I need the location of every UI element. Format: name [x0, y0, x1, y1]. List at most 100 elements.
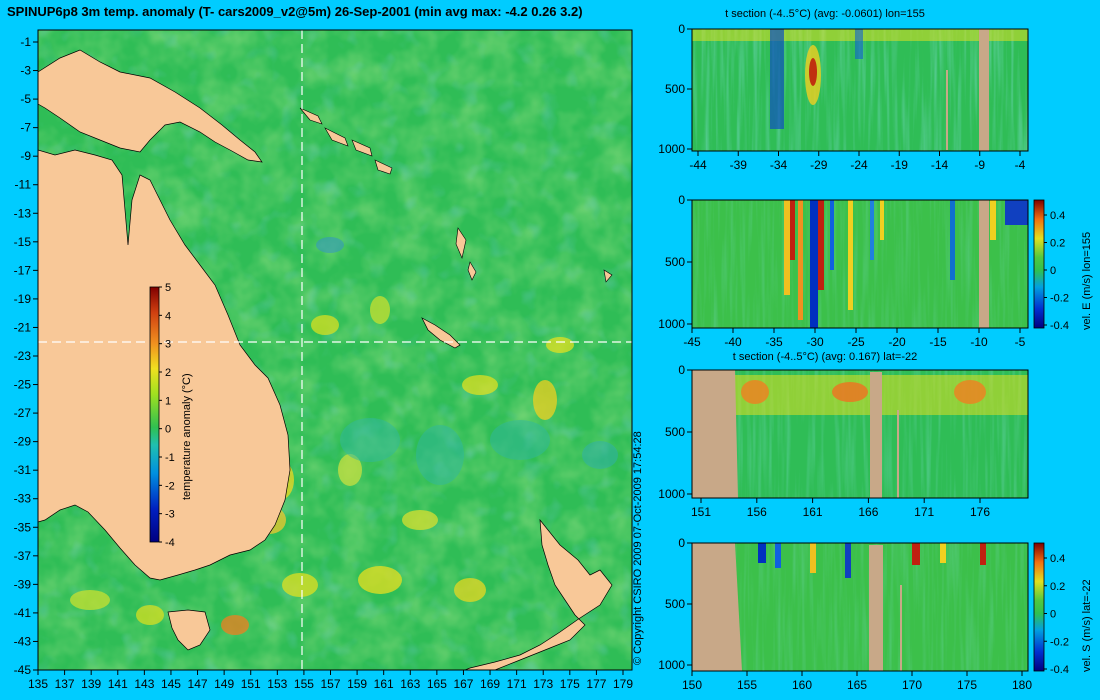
panel1-x-tick-label: -14	[931, 158, 949, 172]
map-colorbar-tick-label: 3	[165, 339, 171, 351]
panel2-x-tick-label: -35	[765, 335, 783, 349]
panel2-colorbar-tick-label: -0.4	[1050, 320, 1069, 332]
panel1-x-tick-label: -4	[1015, 158, 1026, 172]
map-x-tick-label: 141	[108, 677, 128, 691]
panel1-x-tick-label: -29	[810, 158, 828, 172]
map-x-tick-label: 155	[294, 677, 314, 691]
panel4-y-tick-label: 500	[665, 597, 685, 611]
new-guinea-land	[38, 49, 263, 163]
map-plot-area	[38, 30, 632, 670]
panel1-y-tick-label: 1000	[658, 142, 685, 156]
panel2-colorbar-tick-label: 0.2	[1050, 238, 1065, 250]
panel4-x-tick-label: 180	[1012, 678, 1032, 692]
map-y-tick-label: -41	[14, 606, 32, 620]
map-x-tick-label: 159	[347, 677, 367, 691]
map-x-tick-label: 177	[586, 677, 606, 691]
panel2-x-tick-label: -20	[888, 335, 906, 349]
map-y-tick-label: -39	[14, 577, 32, 591]
panel2-colorbar-tick-label: 0.4	[1050, 210, 1065, 222]
map-x-tick-label: 153	[267, 677, 287, 691]
panel2-colorbar-tick-label: 0	[1050, 265, 1056, 277]
map-y-tick-label: -21	[14, 320, 32, 334]
panel4-x-tick-label: 150	[682, 678, 702, 692]
panel3-y-tick-label: 0	[678, 363, 685, 377]
panel1-x-axis: -44 -39 -34 -29 -24 -19 -14 -9 -4	[689, 151, 1026, 172]
panel1-y-tick-label: 500	[665, 82, 685, 96]
map-colorbar-tick-label: 2	[165, 367, 171, 379]
pacific-islands	[299, 107, 613, 283]
map-x-tick-label: 137	[55, 677, 75, 691]
map-colorbar-tick-label: 1	[165, 395, 171, 407]
map-y-axis: -1 -3 -5 -7 -9 -11 -13 -15 -17 -19 -21 -23 -25 -27 -29…	[14, 35, 38, 677]
cool-eddies	[316, 237, 618, 485]
map-x-tick-label: 161	[374, 677, 394, 691]
panel2-colorbar-ticks: 0.4 0.2 0 -0.2 -0.4	[1044, 210, 1069, 332]
map-x-tick-label: 165	[427, 677, 447, 691]
map-x-tick-label: 149	[214, 677, 234, 691]
panel4-y-tick-label: 0	[678, 536, 685, 550]
panel2-y-tick-label: 500	[665, 255, 685, 269]
map-y-tick-label: -15	[14, 235, 32, 249]
velS-colorbar	[1033, 542, 1045, 672]
map-x-tick-label: 139	[81, 677, 101, 691]
map-x-tick-label: 147	[188, 677, 208, 691]
map-colorbar-tick-label: -1	[165, 452, 175, 464]
map-x-tick-label: 169	[480, 677, 500, 691]
map-x-tick-label: 135	[28, 677, 48, 691]
panel3-x-axis: 151 156 161 166 171 176	[691, 498, 990, 519]
map-x-tick-label: 157	[320, 677, 340, 691]
map-x-tick-label: 179	[613, 677, 633, 691]
map-x-tick-label: 151	[241, 677, 261, 691]
map-y-tick-label: -37	[14, 549, 32, 563]
panel3-x-tick-label: 166	[858, 505, 878, 519]
tasmania-land	[167, 609, 211, 651]
panel3-x-tick-label: 156	[747, 505, 767, 519]
panel4-x-tick-label: 155	[737, 678, 757, 692]
map-colorbar-tick-label: 0	[165, 424, 171, 436]
panel2-x-tick-label: -10	[970, 335, 988, 349]
map-y-tick-label: -31	[14, 463, 32, 477]
panel4-x-tick-label: 175	[957, 678, 977, 692]
map-y-tick-label: -3	[20, 64, 31, 78]
panel4-x-tick-label: 170	[902, 678, 922, 692]
map-y-tick-label: -43	[14, 634, 32, 648]
panel2-y-tick-label: 1000	[658, 317, 685, 331]
panel4-colorbar-tick-label: -0.2	[1050, 636, 1069, 648]
panel4-y-axis: 0 500 1000	[658, 536, 692, 672]
temperature-colorbar	[149, 286, 160, 543]
panel2-colorbar-label: vel. E (m/s) lon=155	[1081, 232, 1093, 330]
map-y-tick-label: -35	[14, 520, 32, 534]
map-y-tick-label: -19	[14, 292, 32, 306]
panel2-x-tick-label: -15	[929, 335, 947, 349]
panel2-colorbar-tick-label: -0.2	[1050, 293, 1069, 305]
panel3-x-tick-label: 161	[803, 505, 823, 519]
main-map-chart: 135 137 139 141 143 145 147 149 151 153 155 157 159 1…	[14, 29, 633, 691]
panel4-x-axis: 150 155 160 165 170 175 180	[682, 671, 1032, 692]
panel1-y-tick-label: 0	[678, 22, 685, 36]
map-title: SPINUP6p8 3m temp. anomaly (T- cars2009_…	[7, 4, 583, 19]
new-zealand-land	[464, 518, 613, 670]
panel1-x-tick-label: -9	[974, 158, 985, 172]
map-y-tick-label: -9	[20, 149, 31, 163]
panel3-title: t section (-4..5°C) (avg: 0.167) lat=-22	[733, 351, 917, 363]
panel4-y-tick-label: 1000	[658, 658, 685, 672]
map-x-axis: 135 137 139 141 143 145 147 149 151 153 155 157 159 1…	[28, 670, 633, 691]
panel3-y-tick-label: 500	[665, 425, 685, 439]
map-y-tick-label: -29	[14, 435, 32, 449]
panel4-colorbar-tick-label: 0.2	[1050, 581, 1065, 593]
new-caledonia-land	[421, 317, 461, 349]
australia-land	[38, 149, 291, 581]
map-x-tick-label: 145	[161, 677, 181, 691]
colorbar-ticks: 5 4 3 2 1 0 -1 -2 -3 -4	[159, 282, 175, 549]
panel1-x-tick-label: -39	[730, 158, 748, 172]
map-y-tick-label: -45	[14, 663, 32, 677]
panel1-x-tick-label: -34	[770, 158, 788, 172]
map-x-tick-label: 167	[453, 677, 473, 691]
panel2-plot	[692, 200, 1028, 328]
panel4-colorbar-label: vel. S (m/s) lat=-22	[1081, 579, 1093, 672]
panel4-colorbar-tick-label: 0	[1050, 609, 1056, 621]
panel1-x-tick-label: -19	[891, 158, 909, 172]
panel2-x-axis: -45 -40 -35 -30 -25 -20 -15 -10 -5	[683, 328, 1026, 349]
panel4-plot	[692, 543, 1028, 671]
velE-colorbar	[1033, 199, 1045, 329]
